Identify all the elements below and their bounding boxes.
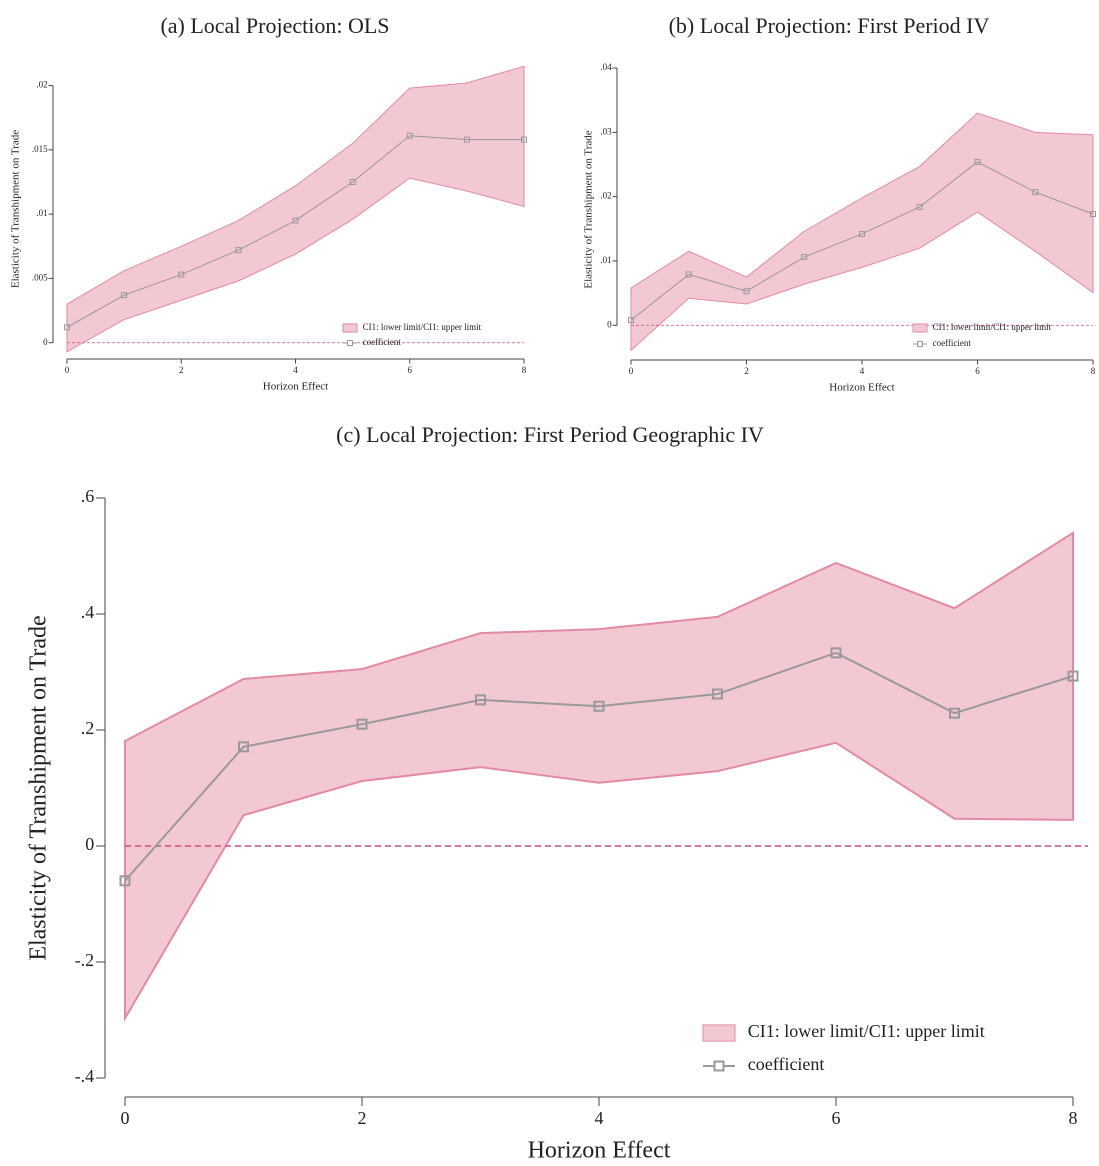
- coefficient-line: [630, 161, 1094, 321]
- x-tick-label: 4: [293, 365, 298, 375]
- coefficient-marker: [349, 179, 356, 185]
- chart-title: (a) Local Projection: OLS: [160, 13, 389, 38]
- coefficient-marker: [949, 707, 960, 719]
- legend-swatch: [702, 1024, 736, 1042]
- x-tick-label: 4: [595, 1108, 604, 1128]
- coefficient-marker: [119, 875, 131, 887]
- legend-marker: [347, 340, 353, 346]
- legend-swatch: [912, 323, 928, 333]
- coefficient-marker: [830, 647, 842, 659]
- x-axis-label: Horizon Effect: [829, 382, 894, 394]
- ci-band: [66, 65, 525, 353]
- x-tick-label: 8: [522, 365, 527, 375]
- y-axis-label: Elasticity of Transhipment on Trade: [583, 130, 595, 288]
- coefficient-line: [124, 651, 1074, 882]
- coefficient-marker: [685, 271, 692, 278]
- legend-label: CI1: lower limit/CI1: upper limit: [933, 322, 1052, 332]
- x-tick-label: 0: [629, 366, 634, 376]
- coefficient-marker: [859, 230, 865, 237]
- y-tick-label: .02: [600, 191, 611, 201]
- y-tick-label: .04: [600, 62, 612, 72]
- x-tick-label: 0: [65, 365, 70, 375]
- y-tick-label: .015: [32, 144, 48, 154]
- y-tick-label: .01: [36, 208, 47, 218]
- coefficient-marker: [628, 317, 634, 324]
- coefficient-marker: [1090, 211, 1096, 218]
- coefficient-marker: [712, 688, 723, 700]
- y-axis-label: Elasticity of Transhipment on Trade: [26, 615, 52, 960]
- chart-title: (b) Local Projection: First Period IV: [669, 13, 990, 38]
- coefficient-marker: [916, 203, 923, 210]
- y-tick-label: 0: [85, 834, 94, 854]
- coefficient-marker: [801, 254, 808, 261]
- y-tick-label: -.4: [75, 1066, 95, 1086]
- coefficient-marker: [292, 217, 299, 224]
- x-tick-label: 2: [744, 366, 749, 376]
- y-tick-label: .02: [36, 80, 47, 90]
- coefficient-marker: [974, 158, 981, 165]
- y-tick-label: .005: [32, 272, 48, 282]
- x-tick-label: 8: [1091, 366, 1096, 376]
- x-tick-label: 2: [358, 1108, 367, 1128]
- y-tick-label: .01: [600, 255, 611, 265]
- y-tick-label: .4: [81, 602, 95, 622]
- legend-label: CI1: lower limit/CI1: upper limit: [748, 1021, 985, 1041]
- legend-marker: [713, 1060, 725, 1072]
- legend-marker: [917, 341, 923, 347]
- coefficient-marker: [743, 288, 750, 295]
- ci-band: [124, 530, 1074, 1022]
- legend-label: CI1: lower limit/CI1: upper limit: [363, 322, 482, 332]
- legend-label: coefficient: [933, 338, 972, 348]
- coefficient-marker: [356, 718, 368, 730]
- y-tick-label: 0: [607, 319, 612, 329]
- legend-swatch: [342, 323, 358, 333]
- coefficient-marker: [593, 700, 605, 712]
- x-axis-label: Horizon Effect: [528, 1138, 671, 1164]
- x-tick-label: 2: [179, 365, 184, 375]
- coefficient-marker: [238, 741, 249, 753]
- x-axis-label: Horizon Effect: [263, 381, 328, 393]
- y-tick-label: .03: [600, 126, 612, 136]
- y-axis-label: Elasticity of Transhipment on Trade: [10, 130, 22, 288]
- coefficient-marker: [121, 292, 128, 299]
- chart-title: (c) Local Projection: First Period Geogr…: [336, 422, 764, 447]
- x-tick-label: 6: [408, 365, 413, 375]
- coefficient-marker: [521, 136, 527, 143]
- y-tick-label: .2: [81, 718, 95, 738]
- x-tick-label: 6: [832, 1108, 841, 1128]
- coefficient-line: [66, 135, 524, 328]
- coefficient-marker: [235, 247, 242, 254]
- y-tick-label: -.2: [75, 950, 95, 970]
- coefficient-marker: [178, 271, 185, 278]
- x-tick-label: 4: [860, 366, 865, 376]
- coefficient-marker: [64, 324, 70, 331]
- coefficient-marker: [1032, 189, 1039, 196]
- x-tick-label: 8: [1069, 1108, 1078, 1128]
- coefficient-marker: [1067, 670, 1079, 682]
- x-tick-label: 6: [975, 366, 980, 376]
- coefficient-marker: [406, 132, 413, 139]
- legend-label: coefficient: [748, 1054, 825, 1074]
- x-tick-label: 0: [121, 1108, 130, 1128]
- coefficient-marker: [463, 136, 470, 143]
- coefficient-marker: [475, 694, 486, 706]
- y-tick-label: 0: [43, 337, 48, 347]
- legend-label: coefficient: [363, 337, 402, 347]
- y-tick-label: .6: [81, 486, 95, 506]
